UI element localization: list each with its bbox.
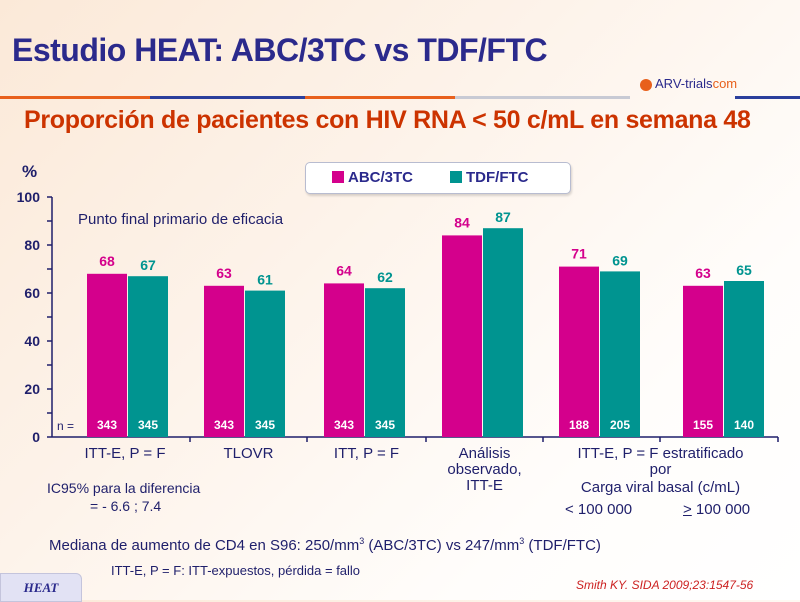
n-count-label: 205 bbox=[610, 418, 630, 432]
arv-trials-logo: ARV-trialscom bbox=[640, 76, 737, 91]
bar-abc-3tc bbox=[559, 266, 599, 437]
bar-abc-3tc bbox=[324, 283, 364, 437]
pill-bottle-icon bbox=[640, 78, 652, 91]
legend-swatch-tdfftc bbox=[450, 171, 462, 183]
category-label-tlovr: TLOVR bbox=[223, 445, 274, 462]
slide-title: Estudio HEAT: ABC/3TC vs TDF/FTC bbox=[12, 32, 548, 68]
data-label: 61 bbox=[257, 272, 273, 288]
y-tick-label: 40 bbox=[24, 333, 40, 349]
data-label: 67 bbox=[140, 257, 156, 273]
y-tick-label: 60 bbox=[24, 285, 40, 301]
bar-tdf-ftc bbox=[245, 290, 285, 437]
ci-note-line1: IC95% para la diferencia bbox=[47, 480, 201, 496]
stratum-low: < 100 000 bbox=[565, 501, 633, 518]
n-count-label: 343 bbox=[97, 418, 117, 432]
category-observed-line1: Análisis bbox=[458, 445, 511, 462]
header-rule-blue-2 bbox=[735, 96, 800, 99]
ci-note-line2: = - 6.6 ; 7.4 bbox=[90, 498, 162, 514]
bar-abc-3tc bbox=[204, 285, 244, 437]
legend-swatch-abc3tc bbox=[332, 171, 344, 183]
category-observed-line2: observado, bbox=[447, 461, 522, 478]
n-count-label: 140 bbox=[734, 418, 754, 432]
category-label-itt: ITT, P = F bbox=[333, 445, 400, 462]
bar-tdf-ftc bbox=[483, 228, 523, 437]
data-label: 63 bbox=[216, 265, 232, 281]
cd4-note: Mediana de aumento de CD4 en S96: 250/mm… bbox=[49, 536, 601, 554]
bars: 68 343 67 345 63 343 61 345 64 343 62 345 84 87 71 188 6… bbox=[87, 209, 764, 437]
bar-abc-3tc bbox=[87, 273, 127, 437]
bar-abc-3tc bbox=[442, 235, 482, 437]
n-count-label: 343 bbox=[214, 418, 234, 432]
stratum-high-symbol: > bbox=[683, 501, 692, 518]
legend-item-tdfftc: TDF/FTC bbox=[450, 169, 528, 186]
n-count-label: 345 bbox=[255, 418, 275, 432]
n-count-label: 345 bbox=[375, 418, 395, 432]
cd4-note-c: (TDF/FTC) bbox=[524, 537, 601, 554]
header-rule-blue bbox=[150, 96, 305, 99]
chart-title: Proporción de pacientes con HIV RNA < 50… bbox=[24, 106, 751, 134]
x-axis bbox=[52, 436, 779, 442]
category-observed-line3: ITT-E bbox=[466, 477, 503, 494]
category-stratified-line3: Carga viral basal (c/mL) bbox=[580, 479, 741, 496]
y-axis-label: % bbox=[22, 162, 37, 181]
logo-text-com: com bbox=[712, 76, 738, 91]
bar-tdf-ftc bbox=[724, 281, 764, 437]
y-tick-label: 100 bbox=[17, 189, 41, 205]
category-stratified-line2: por bbox=[649, 461, 672, 478]
n-count-label: 155 bbox=[693, 418, 713, 432]
cd4-sup-1: 3 bbox=[359, 536, 365, 546]
n-label: n = bbox=[57, 419, 74, 433]
legend-label-tdfftc: TDF/FTC bbox=[466, 169, 529, 186]
viral-load-strata: < 100 000 > 100 000 bbox=[543, 502, 778, 518]
data-label: 63 bbox=[695, 265, 711, 281]
stratum-high: > 100 000 bbox=[683, 502, 750, 518]
data-label: 69 bbox=[612, 252, 628, 268]
bar-tdf-ftc bbox=[600, 271, 640, 437]
cd4-note-b: (ABC/3TC) vs 247/mm bbox=[364, 537, 520, 554]
y-axis: 0 20 40 60 80 100 bbox=[17, 189, 53, 445]
y-tick-label: 0 bbox=[32, 429, 40, 445]
definition-note: ITT-E, P = F: ITT-expuestos, pérdida = f… bbox=[111, 563, 361, 578]
data-label: 68 bbox=[99, 253, 115, 269]
data-label: 87 bbox=[495, 209, 511, 225]
category-label-observed: Análisis observado, ITT-E bbox=[426, 446, 543, 494]
category-stratified-line1: ITT-E, P = F estratificado bbox=[577, 445, 744, 462]
n-count-label: 188 bbox=[569, 418, 589, 432]
data-label: 71 bbox=[571, 246, 587, 262]
header-rule-orange-2 bbox=[305, 96, 455, 99]
data-label: 65 bbox=[736, 262, 752, 278]
legend-item-abc3tc: ABC/3TC bbox=[332, 169, 413, 186]
category-label-itte: ITT-E, P = F bbox=[84, 445, 166, 462]
cd4-sup-2: 3 bbox=[519, 536, 525, 546]
header-rule-orange bbox=[0, 96, 150, 99]
data-label: 64 bbox=[336, 262, 352, 278]
bar-abc-3tc bbox=[683, 285, 723, 437]
bar-tdf-ftc bbox=[365, 288, 405, 437]
data-label: 84 bbox=[454, 214, 470, 230]
logo-text: ARV-trials bbox=[655, 76, 713, 91]
heat-badge: HEAT bbox=[0, 573, 82, 602]
data-label: 62 bbox=[377, 269, 393, 285]
citation: Smith KY. SIDA 2009;23:1547-56 bbox=[576, 578, 754, 592]
chart-legend: ABC/3TC TDF/FTC bbox=[305, 162, 571, 194]
category-label-stratified: ITT-E, P = F estratificado por Carga vir… bbox=[543, 446, 778, 518]
bar-tdf-ftc bbox=[128, 276, 168, 437]
header-rule-gray bbox=[455, 96, 630, 99]
n-count-label: 345 bbox=[138, 418, 158, 432]
cd4-note-a: Mediana de aumento de CD4 en S96: 250/mm bbox=[49, 537, 360, 554]
y-tick-label: 80 bbox=[24, 237, 40, 253]
annotation-primary-endpoint: Punto final primario de eficacia bbox=[78, 211, 284, 228]
stratum-high-value: 100 000 bbox=[691, 501, 751, 518]
legend-label-abc3tc: ABC/3TC bbox=[348, 169, 414, 186]
n-count-label: 343 bbox=[334, 418, 354, 432]
y-tick-label: 20 bbox=[24, 381, 40, 397]
